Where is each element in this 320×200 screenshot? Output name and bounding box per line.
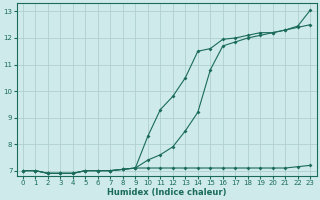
- X-axis label: Humidex (Indice chaleur): Humidex (Indice chaleur): [107, 188, 226, 197]
